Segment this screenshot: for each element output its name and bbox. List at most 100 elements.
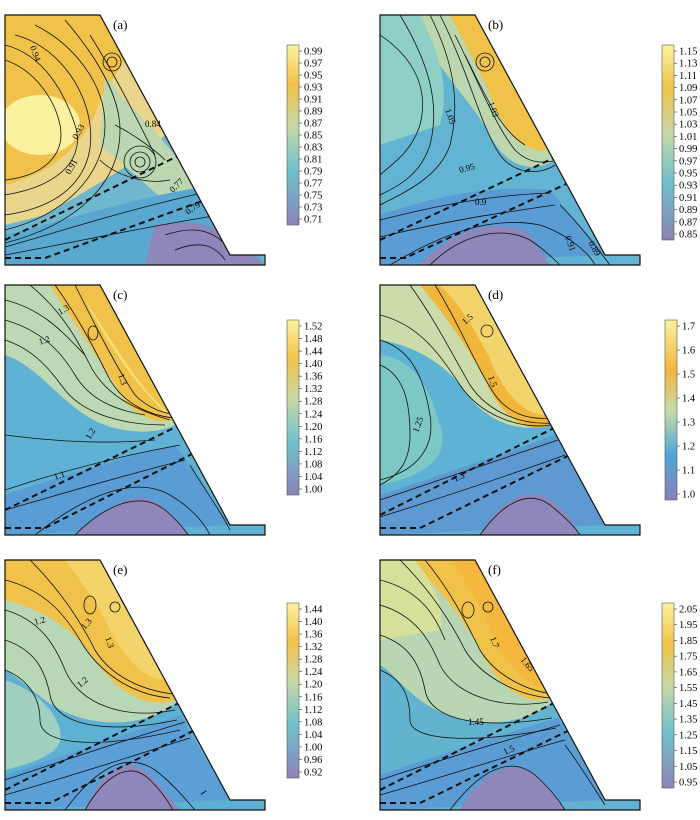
panel-c-label: (c) (113, 287, 127, 302)
colorbar-tick-label: 1.24 (304, 667, 323, 678)
colorbar-tick-label: 1.28 (304, 655, 322, 666)
colorbar-tick-label: 1.15 (679, 746, 697, 757)
colorbars: 0.990.970.950.930.910.890.870.850.830.81… (286, 44, 697, 789)
colorbar-tick-label: 0.89 (304, 107, 322, 118)
colorbar-tick-label: 1.45 (679, 699, 697, 710)
colorbar-tick-label: 1.28 (304, 397, 322, 408)
colorbar-tick-label: 1.12 (304, 705, 322, 716)
colorbar-tick-label: 1.95 (679, 620, 697, 631)
colorbar-tick-label: 0.99 (304, 47, 322, 58)
colorbar-tick-label: 0.73 (304, 203, 322, 214)
colorbar-tick-label: 1.2 (682, 442, 695, 453)
colorbar-tick-label: 1.36 (304, 630, 322, 641)
colorbar-tick-label: 0.99 (679, 144, 697, 155)
colorbar-tick-label: 1.05 (679, 762, 697, 773)
colorbar-tick-label: 1.16 (304, 692, 322, 703)
colorbar-tick-label: 0.85 (679, 230, 697, 241)
contour-label: 1.2 (83, 426, 97, 441)
colorbar-d (664, 319, 678, 501)
colorbar-tick-label: 0.95 (679, 778, 697, 789)
contour-label: 1.3 (116, 372, 129, 386)
contour-label: 1.2 (37, 334, 51, 347)
panel-e-label: (e) (113, 562, 127, 577)
panel-d-label: (d) (488, 287, 503, 302)
colorbar-c (286, 319, 300, 496)
colorbar-tick-label: 1.04 (304, 730, 323, 741)
colorbar-tick-label: 0.91 (304, 95, 322, 106)
panel-b: (b) 1.05 1.03 0.95 0.9 0.91 0.89 (379, 14, 641, 266)
contour-label: 1.3 (103, 635, 116, 649)
colorbar-tick-label: 1.03 (679, 120, 697, 131)
contour-label: 1.5 (502, 743, 517, 757)
contour-label: 0.95 (458, 161, 476, 175)
colorbar-tick-label: 0.97 (304, 59, 322, 70)
colorbar-tick-label: 1.0 (682, 490, 695, 501)
contour-label: 1.5 (486, 374, 499, 388)
contour-label: 1.7 (488, 635, 501, 649)
colorbar-tick-label: 0.93 (304, 83, 322, 94)
colorbar-tick-label: 0.89 (679, 205, 697, 216)
colorbar-tick-label: 1.01 (679, 132, 697, 143)
colorbar-tick-label: 1.15 (679, 47, 697, 58)
panel-a-label: (a) (113, 17, 127, 32)
panel-f: (f) 1.7 1.65 1.45 1.5 (379, 559, 641, 811)
colorbar-tick-label: 2.05 (679, 605, 697, 616)
colorbar-tick-label: 0.81 (304, 155, 322, 166)
colorbar-tick-label: 1.20 (304, 680, 322, 691)
colorbar-tick-label: 1.11 (679, 71, 697, 82)
colorbar-tick-label: 0.87 (679, 217, 697, 228)
colorbar-tick-label: 0.91 (679, 193, 697, 204)
colorbar-tick-label: 1.24 (304, 409, 323, 420)
contour-label: 0.9 (475, 197, 487, 207)
colorbar-tick-label: 1.25 (679, 730, 697, 741)
colorbar-tick-label: 0.95 (679, 169, 697, 180)
colorbar-tick-label: 1.5 (682, 370, 695, 381)
contour-label: 0.84 (145, 119, 161, 129)
colorbar-tick-label: 1.20 (304, 422, 322, 433)
panel-d: (d) 1.5 1.5 1.25 1.3 (379, 284, 641, 536)
colorbar-tick-label: 1.13 (679, 59, 697, 70)
colorbar-tick-label: 1.12 (304, 447, 322, 458)
colorbar-f (661, 602, 675, 789)
contour-label: 1.1 (52, 469, 66, 482)
panel-a: (a) 0.94 0.93 0.91 0.84 0.77 0.79 (4, 14, 266, 266)
colorbar-tick-label: 0.75 (304, 191, 322, 202)
colorbar-tick-label: 1.44 (304, 347, 323, 358)
colorbar-tick-label: 1.65 (679, 667, 697, 678)
colorbar-tick-label: 1.04 (304, 472, 323, 483)
colorbar-tick-label: 1.32 (304, 384, 322, 395)
colorbar-tick-label: 0.83 (304, 143, 322, 154)
colorbar-tick-label: 1.85 (679, 636, 697, 647)
contour-label: 1.2 (33, 614, 46, 627)
colorbar-tick-label: 1.1 (682, 466, 695, 477)
colorbar-tick-label: 1.7 (682, 322, 695, 333)
colorbar-tick-label: 1.4 (682, 394, 696, 405)
colorbar-tick-label: 1.07 (679, 95, 697, 106)
colorbar-tick-label: 1.44 (304, 605, 323, 616)
colorbar-tick-label: 1.32 (304, 642, 322, 653)
contour-label: 1.45 (468, 717, 484, 727)
colorbar-tick-label: 0.93 (679, 181, 697, 192)
colorbar-tick-label: 1.09 (679, 83, 697, 94)
colorbar-tick-label: 1.75 (679, 652, 697, 663)
colorbar-tick-label: 0.96 (304, 755, 322, 766)
contour-label: 1.3 (452, 470, 467, 484)
colorbar-tick-label: 1.35 (679, 715, 697, 726)
colorbar-tick-label: 1.08 (304, 717, 322, 728)
contour-label: 1 (198, 788, 209, 797)
colorbar-b (661, 44, 675, 241)
colorbar-tick-label: 1.48 (304, 334, 322, 345)
panel-b-label: (b) (488, 17, 503, 32)
colorbar-tick-label: 1.6 (682, 346, 695, 357)
colorbar-tick-label: 1.00 (304, 742, 322, 753)
colorbar-tick-label: 0.71 (304, 215, 322, 226)
colorbar-tick-label: 1.52 (304, 322, 322, 333)
colorbar-tick-label: 1.05 (679, 108, 697, 119)
panel-c: (c) 1.3 1.2 1.3 1.2 1.1 (4, 284, 266, 536)
colorbar-tick-label: 1.16 (304, 434, 322, 445)
colorbar-tick-label: 1.36 (304, 372, 322, 383)
colorbar-tick-label: 0.79 (304, 167, 322, 178)
colorbar-tick-label: 0.92 (304, 768, 322, 779)
colorbar-tick-label: 0.77 (304, 179, 322, 190)
